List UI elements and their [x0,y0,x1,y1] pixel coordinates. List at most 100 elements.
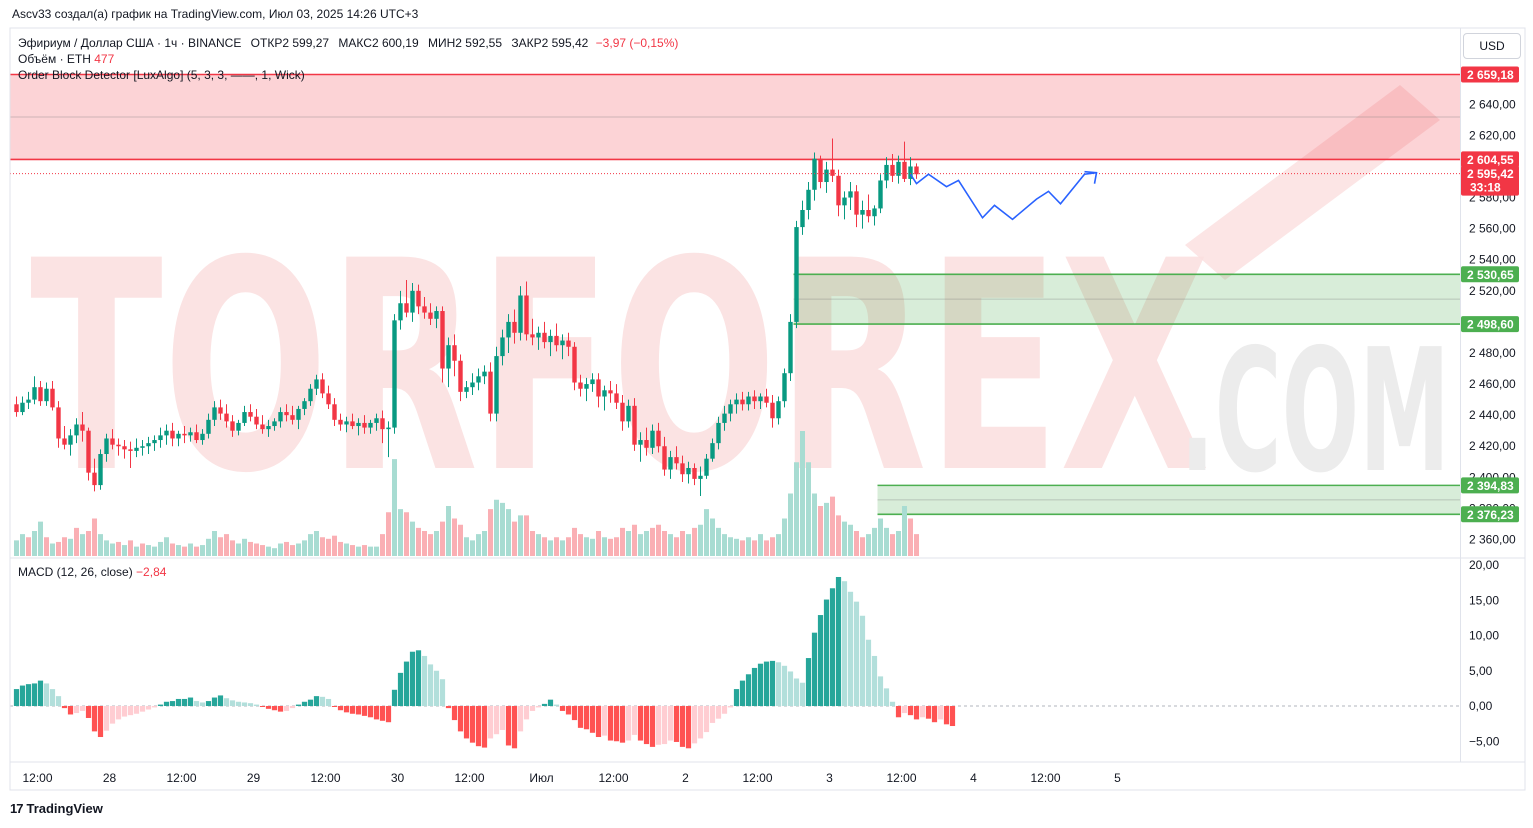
candle [464,380,469,399]
volume-bar [662,531,667,556]
volume-bar [272,548,277,556]
tradingview-brand[interactable]: 17 TradingView [10,801,103,816]
candle-body [902,161,907,179]
price-axis[interactable]: 2 640,002 620,002 580,002 560,002 540,00… [1469,97,1516,546]
macd-bar [397,672,404,706]
price-tick-label: 2 480,00 [1469,346,1516,360]
candle [656,422,661,453]
volume-bar [266,546,271,556]
candle-body [350,421,355,427]
time-axis[interactable]: 12:00 28 12:00 29 12:00 30 12:00 Июл 12:00 2 12:00… [22,771,1121,785]
candle [80,412,85,442]
volume-bar [626,531,631,556]
candle [314,374,319,395]
macd-bar [229,700,236,706]
volume-bar [296,543,301,556]
macd-legend[interactable]: MACD (12, 26, close) −2,84 [18,565,166,579]
candle-body [914,166,919,175]
candle-body [254,416,259,425]
candle [518,286,523,341]
macd-bar [67,706,74,715]
candle-body [494,356,499,414]
candle-body [674,457,679,464]
currency-selector[interactable]: USD [1463,33,1521,59]
volume-bar [278,543,283,556]
volume-legend-row[interactable]: Объём · ETH 477 [18,51,678,67]
volume-bar [590,538,595,556]
macd-bar [673,706,680,742]
macd-axis[interactable]: 20,00 15,00 10,00 5,00 0,00 −5,00 [1469,558,1500,748]
candle [626,399,631,428]
macd-bar [913,706,920,720]
candle [728,399,733,422]
zone-top-tag-bg [1461,266,1519,283]
symbol-legend-row[interactable]: Эфириум / Доллар США · 1ч · BINANCE ОТКР… [18,35,678,51]
change-value: −3,97 (−0,15%) [595,36,679,50]
volume-bar [734,538,739,556]
price-tick-label: 2 540,00 [1469,253,1516,267]
candle [470,373,475,395]
candle-body [848,191,853,198]
candle [302,398,307,416]
volume-bar [650,527,655,556]
candle-body [842,197,847,206]
volume-bar [800,431,805,556]
macd-bar [601,706,608,736]
candle-body [398,303,403,321]
volume-bar [92,518,97,556]
candle-body [662,446,667,470]
indicator-legend-row[interactable]: Order Block Detector [LuxAlgo] (5, 3, 3,… [18,67,678,83]
candle [110,429,115,450]
price-tick-label: 2 520,00 [1469,284,1516,298]
volume-bar [404,512,409,556]
time-tick-label: 2 [682,771,689,785]
zone-top-tag-bg [1461,477,1519,494]
candle [650,424,655,455]
candle [104,433,109,462]
volume-bar [188,543,193,556]
macd-bar [163,701,170,706]
candle [128,441,133,469]
candle-body [56,407,61,439]
candle [218,399,223,420]
volume-bar [794,462,799,556]
volume-bar [386,512,391,556]
volume-bar [488,509,493,556]
candle-body [242,412,247,423]
candle [536,326,541,350]
macd-bar [55,696,62,706]
macd-bar [367,706,374,718]
candle-body [854,191,859,215]
macd-bar [223,698,230,706]
candle [224,404,229,428]
close-label: ЗАКР [511,36,542,50]
volume-bar [56,541,61,556]
macd-bar [523,706,530,720]
candle [242,405,247,427]
macd-bar [73,706,80,714]
candle-body [830,169,835,176]
macd-tick-label: 15,00 [1469,593,1499,607]
macd-value: −2,84 [136,565,167,579]
volume-bar [410,521,415,556]
candle-body [872,208,877,217]
volume-bar [374,546,379,556]
candle-body [362,422,367,428]
candle [188,427,193,442]
candle-body [512,321,517,333]
macd-bar [85,706,92,718]
candle-body [716,422,721,444]
candle-body [752,396,757,402]
candle-body [446,345,451,369]
candle [914,163,919,179]
macd-bar [205,701,212,706]
macd-bar [751,667,758,706]
candle-body [836,175,841,206]
macd-bar [895,706,902,718]
macd-bar [763,661,770,706]
volume-bars [14,431,919,556]
candle-body [782,373,787,402]
candle-body [650,430,655,448]
time-tick-label: 30 [391,771,405,785]
